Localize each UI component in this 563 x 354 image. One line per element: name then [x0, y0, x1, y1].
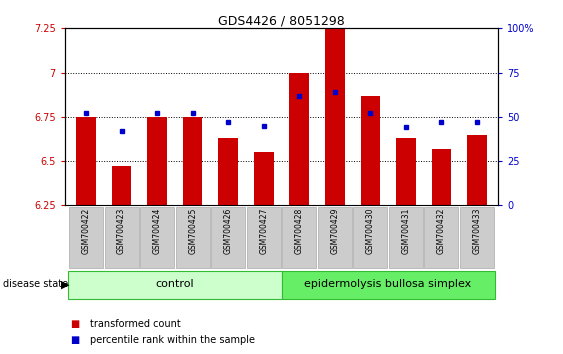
- Bar: [77, 117, 96, 205]
- Bar: [325, 28, 345, 205]
- FancyBboxPatch shape: [353, 207, 387, 268]
- FancyBboxPatch shape: [176, 207, 210, 268]
- Text: GSM700430: GSM700430: [366, 208, 375, 255]
- Text: percentile rank within the sample: percentile rank within the sample: [90, 335, 255, 345]
- Text: GSM700432: GSM700432: [437, 208, 446, 254]
- Text: GSM700431: GSM700431: [401, 208, 410, 254]
- FancyBboxPatch shape: [318, 207, 352, 268]
- FancyBboxPatch shape: [247, 207, 281, 268]
- FancyBboxPatch shape: [211, 207, 245, 268]
- Bar: [183, 117, 203, 205]
- Bar: [360, 96, 380, 205]
- Text: GSM700423: GSM700423: [117, 208, 126, 254]
- Bar: [289, 73, 309, 205]
- Bar: [112, 166, 131, 205]
- Bar: [148, 117, 167, 205]
- Text: disease state: disease state: [3, 279, 68, 289]
- Text: control: control: [155, 279, 194, 289]
- FancyBboxPatch shape: [68, 271, 282, 299]
- Text: ■: ■: [70, 335, 79, 345]
- Bar: [432, 149, 451, 205]
- Text: transformed count: transformed count: [90, 319, 181, 329]
- Bar: [396, 138, 415, 205]
- FancyBboxPatch shape: [69, 207, 103, 268]
- Text: GSM700425: GSM700425: [188, 208, 197, 254]
- Bar: [218, 138, 238, 205]
- FancyBboxPatch shape: [140, 207, 174, 268]
- Text: epidermolysis bullosa simplex: epidermolysis bullosa simplex: [305, 279, 472, 289]
- Text: GSM700429: GSM700429: [330, 208, 339, 254]
- Bar: [254, 152, 274, 205]
- Text: GSM700422: GSM700422: [82, 208, 91, 254]
- Bar: [467, 135, 486, 205]
- Text: GSM700424: GSM700424: [153, 208, 162, 254]
- FancyBboxPatch shape: [105, 207, 138, 268]
- FancyBboxPatch shape: [282, 207, 316, 268]
- Text: ■: ■: [70, 319, 79, 329]
- FancyBboxPatch shape: [460, 207, 494, 268]
- Text: GSM700427: GSM700427: [259, 208, 268, 254]
- Text: GSM700433: GSM700433: [472, 208, 481, 255]
- Text: GSM700428: GSM700428: [295, 208, 304, 254]
- FancyBboxPatch shape: [389, 207, 423, 268]
- FancyBboxPatch shape: [282, 271, 495, 299]
- Text: GSM700426: GSM700426: [224, 208, 233, 254]
- Title: GDS4426 / 8051298: GDS4426 / 8051298: [218, 14, 345, 27]
- Text: ▶: ▶: [61, 279, 69, 289]
- FancyBboxPatch shape: [425, 207, 458, 268]
